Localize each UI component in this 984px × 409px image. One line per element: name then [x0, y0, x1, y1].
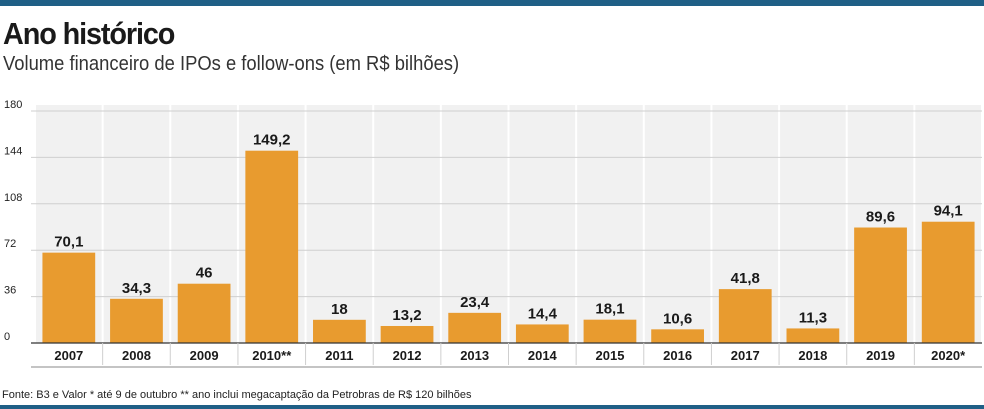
bar — [583, 319, 637, 343]
y-tick-label: 144 — [4, 145, 22, 157]
x-tick-label: 2017 — [731, 348, 760, 363]
bar — [921, 221, 975, 343]
column-band — [374, 105, 440, 343]
bar — [448, 312, 502, 343]
bar-value-label: 10,6 — [663, 310, 692, 327]
column-band — [441, 105, 508, 343]
bar-value-label: 13,2 — [392, 307, 421, 324]
bar — [515, 324, 569, 343]
x-tick-label: 2008 — [122, 348, 151, 363]
x-axis-band — [31, 343, 982, 367]
bar — [313, 319, 366, 343]
x-tick-label: 2013 — [460, 348, 489, 363]
column-band — [509, 105, 576, 343]
x-tick-label: 2020* — [931, 348, 966, 363]
column-band — [644, 105, 711, 343]
bar-value-label: 41,8 — [731, 270, 760, 287]
y-tick-label: 0 — [4, 331, 10, 343]
column-band — [306, 105, 373, 343]
bar-value-label: 70,1 — [54, 234, 83, 251]
x-tick-label: 2019 — [866, 348, 895, 363]
y-tick-label: 180 — [4, 99, 22, 111]
y-tick-label: 108 — [4, 192, 22, 204]
bar-value-label: 18,1 — [595, 301, 624, 318]
bar-value-label: 89,6 — [866, 209, 895, 226]
bar — [718, 289, 772, 343]
top-rule — [0, 0, 984, 6]
x-tick-label: 2015 — [596, 348, 625, 363]
x-tick-label: 2007 — [54, 348, 83, 363]
source-note: Fonte: B3 e Valor * até 9 de outubro ** … — [2, 389, 472, 401]
bar — [380, 325, 434, 343]
column-band — [577, 105, 643, 343]
bar — [177, 283, 231, 343]
bar-value-label: 46 — [196, 265, 213, 282]
bar — [42, 252, 96, 343]
x-tick-label: 2018 — [798, 348, 827, 363]
bar-value-label: 11,3 — [799, 309, 827, 326]
x-tick-label: 2016 — [663, 348, 692, 363]
y-tick-label: 36 — [4, 285, 16, 297]
chart-subtitle: Volume financeiro de IPOs e follow-ons (… — [3, 53, 460, 75]
chart-title: Ano histórico — [3, 16, 175, 51]
column-band — [780, 105, 846, 343]
bar-value-label: 149,2 — [253, 132, 291, 149]
y-tick-label: 72 — [4, 238, 16, 250]
bar-value-label: 18 — [331, 301, 348, 318]
bar — [786, 328, 840, 343]
x-tick-label: 2009 — [190, 348, 219, 363]
x-tick-label: 2010** — [252, 348, 292, 363]
bar-value-label: 23,4 — [460, 294, 490, 311]
x-tick-label: 2011 — [325, 348, 353, 363]
bar — [854, 227, 907, 343]
bar — [245, 150, 299, 343]
x-tick-label: 2012 — [393, 348, 422, 363]
bottom-rule — [0, 405, 984, 409]
bar-value-label: 94,1 — [934, 203, 963, 220]
bar-value-label: 34,3 — [122, 280, 151, 297]
x-tick-label: 2014 — [528, 348, 558, 363]
bar — [651, 329, 704, 343]
bar — [110, 298, 163, 343]
bar-value-label: 14,4 — [528, 305, 558, 322]
